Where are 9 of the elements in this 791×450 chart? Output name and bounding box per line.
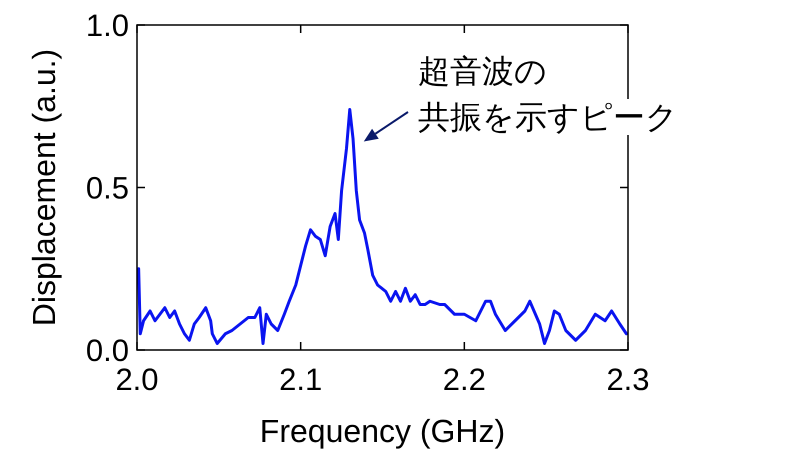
annotation: 共振を示すピーク xyxy=(418,99,678,135)
x-axis-title: Frequency (GHz) xyxy=(260,413,506,449)
y-tick-label: 1.0 xyxy=(86,8,129,43)
x-tick-label: 2.1 xyxy=(279,362,322,397)
x-tick-label: 2.2 xyxy=(442,362,486,397)
y-axis-title: Displacement (a.u.) xyxy=(26,48,62,326)
y-tick-label: 0.5 xyxy=(86,170,129,206)
annotation: 超音波の xyxy=(418,53,547,89)
x-tick-label: 2.3 xyxy=(606,362,650,397)
